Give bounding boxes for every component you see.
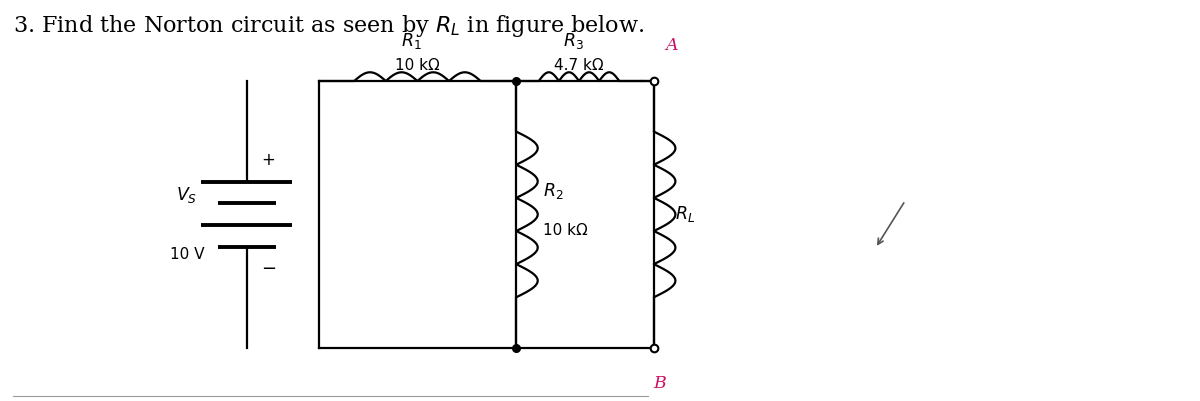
Text: 3. Find the Norton circuit as seen by $R_L$ in figure below.: 3. Find the Norton circuit as seen by $R… (13, 13, 644, 39)
Text: $R_L$: $R_L$ (676, 205, 696, 225)
Text: $V_S$: $V_S$ (176, 184, 198, 205)
Text: B: B (654, 375, 666, 392)
Text: $R_1$: $R_1$ (401, 31, 421, 51)
Text: A: A (666, 37, 678, 54)
Text: +: + (262, 151, 275, 169)
Text: $R_2$: $R_2$ (542, 180, 563, 200)
Text: 10 V: 10 V (169, 247, 204, 262)
Text: 10 kΩ: 10 kΩ (395, 58, 439, 73)
Text: 4.7 kΩ: 4.7 kΩ (554, 58, 604, 73)
Text: $R_3$: $R_3$ (563, 31, 583, 51)
Text: −: − (260, 260, 276, 278)
Text: 10 kΩ: 10 kΩ (542, 223, 587, 238)
